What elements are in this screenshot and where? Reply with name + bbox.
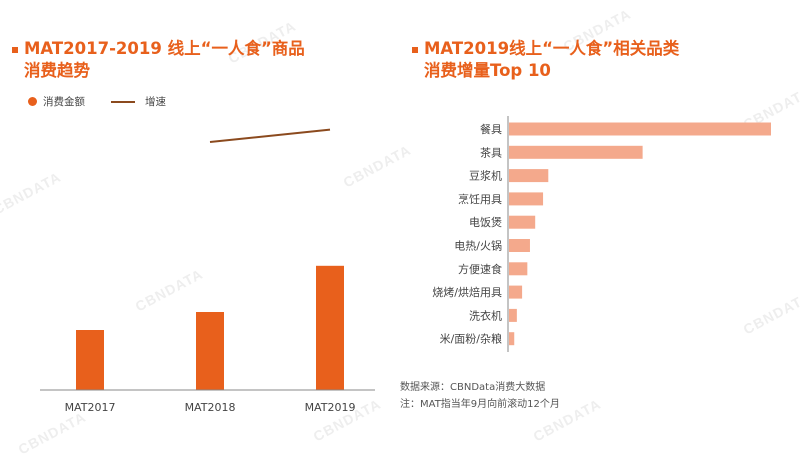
category-bar bbox=[509, 239, 530, 252]
category-bar bbox=[509, 215, 536, 229]
category-label: 电饭煲 bbox=[469, 216, 502, 229]
category-label: 豆浆机 bbox=[469, 169, 502, 183]
title-marker bbox=[12, 47, 18, 53]
category-bar bbox=[509, 332, 515, 346]
right-title-line2: 消费增量Top 10 bbox=[424, 61, 551, 80]
trend-chart: MAT2017 MAT2018 MAT2019 bbox=[40, 128, 375, 414]
x-tick-label: MAT2019 bbox=[305, 401, 356, 414]
left-title-line2: 消费趋势 bbox=[24, 61, 90, 80]
title-marker bbox=[412, 47, 418, 53]
category-label: 茶具 bbox=[480, 146, 502, 159]
category-label: 烧烤/烘焙用具 bbox=[432, 285, 502, 299]
amount-bar bbox=[196, 312, 224, 390]
right-chart-title: MAT2019线上“一人食”相关品类 消费增量Top 10 bbox=[412, 38, 679, 82]
category-label: 米/面粉/杂粮 bbox=[440, 332, 502, 346]
category-bar bbox=[509, 285, 523, 299]
right-title-line1: MAT2019线上“一人食”相关品类 bbox=[424, 39, 680, 58]
category-bar bbox=[509, 145, 643, 159]
category-bar bbox=[509, 122, 771, 136]
category-bar bbox=[509, 192, 544, 206]
left-chart-title: MAT2017-2019 线上“一人食”商品 消费趋势 bbox=[12, 38, 305, 82]
amount-bar bbox=[76, 330, 104, 390]
growth-line bbox=[209, 128, 331, 143]
category-label: 烹饪用具 bbox=[458, 192, 502, 206]
category-label: 电热/火锅 bbox=[454, 240, 502, 253]
growth-legend-label: 增速 bbox=[145, 96, 166, 108]
x-tick-label: MAT2018 bbox=[185, 401, 236, 414]
amount-bar bbox=[316, 265, 344, 390]
x-tick-label: MAT2017 bbox=[65, 401, 116, 414]
mat-definition-note: 注：MAT指当年9月向前滚动12个月 bbox=[400, 399, 560, 410]
amount-legend-label: 消费金额 bbox=[43, 96, 85, 108]
legend: 消费金额 增速 bbox=[28, 94, 166, 109]
amount-legend-swatch bbox=[28, 97, 37, 106]
category-label: 餐具 bbox=[480, 122, 502, 136]
category-bar bbox=[509, 308, 517, 322]
growth-legend-swatch bbox=[111, 100, 135, 103]
category-label: 方便速食 bbox=[458, 262, 502, 276]
left-title-line1: MAT2017-2019 线上“一人食”商品 bbox=[24, 39, 305, 58]
source-note: 数据来源：CBNData消费大数据 bbox=[400, 382, 546, 393]
category-bar bbox=[509, 262, 528, 276]
category-label: 洗衣机 bbox=[469, 308, 502, 322]
category-bar bbox=[509, 169, 549, 183]
